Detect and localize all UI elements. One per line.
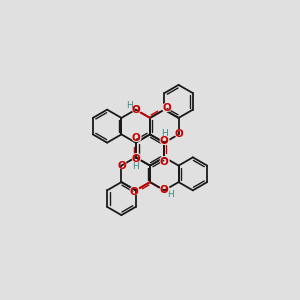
Text: O: O bbox=[128, 185, 139, 198]
Text: O: O bbox=[159, 155, 170, 168]
Text: O: O bbox=[130, 103, 142, 116]
Text: H: H bbox=[161, 129, 168, 138]
Text: O: O bbox=[161, 102, 172, 115]
Text: O: O bbox=[159, 184, 170, 197]
Text: O: O bbox=[159, 135, 170, 148]
Text: O: O bbox=[158, 184, 169, 197]
Text: O: O bbox=[116, 159, 127, 172]
Text: O: O bbox=[160, 185, 168, 195]
Text: O: O bbox=[174, 129, 183, 140]
Text: O: O bbox=[130, 132, 141, 145]
Text: O: O bbox=[132, 105, 140, 115]
Text: O: O bbox=[160, 157, 169, 166]
Text: H: H bbox=[168, 190, 174, 199]
Text: O: O bbox=[131, 154, 140, 164]
Text: O: O bbox=[173, 128, 184, 141]
Text: O: O bbox=[162, 103, 171, 113]
Text: O: O bbox=[160, 185, 169, 195]
Text: O: O bbox=[160, 136, 169, 146]
Text: O: O bbox=[117, 160, 126, 171]
Text: O: O bbox=[131, 105, 140, 115]
Text: O: O bbox=[129, 187, 138, 196]
Text: O: O bbox=[130, 103, 141, 116]
Text: H: H bbox=[126, 101, 132, 110]
Text: O: O bbox=[131, 134, 140, 143]
Text: O: O bbox=[130, 152, 141, 165]
Text: H: H bbox=[132, 162, 139, 171]
